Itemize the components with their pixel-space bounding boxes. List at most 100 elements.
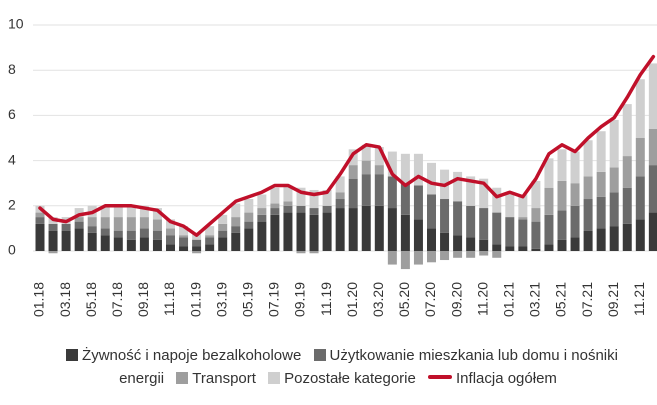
bar-segment bbox=[479, 178, 489, 209]
bar-segment bbox=[648, 212, 657, 251]
bar-segment bbox=[622, 223, 632, 251]
bar-segment bbox=[570, 183, 580, 206]
x-tick-label: 03.20 bbox=[370, 282, 386, 317]
bar-segment bbox=[361, 174, 371, 206]
bar-segment bbox=[179, 246, 189, 251]
bar-segment bbox=[48, 251, 58, 254]
bar-segment bbox=[492, 187, 502, 213]
x-tick-label: 09.21 bbox=[605, 282, 621, 317]
bar-segment bbox=[139, 237, 149, 251]
bar-segment bbox=[453, 235, 463, 251]
bar-segment bbox=[609, 119, 619, 168]
bar-segment bbox=[152, 230, 162, 240]
bar-segment bbox=[479, 251, 489, 256]
bar-segment bbox=[479, 239, 489, 251]
bar-segment bbox=[100, 217, 110, 229]
bar-segment bbox=[374, 205, 384, 251]
bar-segment bbox=[74, 221, 84, 229]
bar-segment bbox=[113, 217, 123, 231]
y-tick-label: 10 bbox=[8, 16, 24, 32]
bar-segment bbox=[596, 196, 606, 229]
bar-segment bbox=[231, 203, 241, 218]
bar-segment bbox=[283, 185, 293, 202]
bar-segment bbox=[635, 219, 645, 251]
bar-segment bbox=[400, 214, 410, 251]
x-tick-label: 05.20 bbox=[396, 282, 412, 317]
bar-segment bbox=[205, 226, 215, 236]
legend-item: Pozostałe kategorie bbox=[268, 370, 416, 387]
y-tick-label: 8 bbox=[8, 61, 16, 77]
bar-segment bbox=[61, 230, 71, 251]
bar-segment bbox=[609, 192, 619, 227]
bar-segment bbox=[348, 178, 358, 209]
bar-segment bbox=[387, 151, 397, 177]
bar-segment bbox=[648, 165, 657, 213]
bar-segment bbox=[335, 208, 345, 251]
bar-segment bbox=[257, 194, 267, 209]
legend-swatch bbox=[66, 349, 79, 361]
legend: Żywność i napoje bezalkoholowe Użytkowan… bbox=[40, 344, 640, 390]
bar-segment bbox=[113, 205, 123, 218]
bar-segment bbox=[387, 176, 397, 209]
bar-segment bbox=[544, 187, 554, 215]
bar-segment bbox=[152, 239, 162, 251]
y-tick-label: 4 bbox=[8, 151, 16, 167]
bar-segment bbox=[166, 228, 175, 236]
bar-segment bbox=[374, 147, 384, 166]
bar-segment bbox=[205, 235, 215, 238]
legend-label: Inflacja ogółem bbox=[456, 370, 557, 387]
bar-segment bbox=[74, 208, 84, 218]
bar-segment bbox=[192, 251, 202, 254]
legend-swatch bbox=[268, 372, 281, 384]
bar-segment bbox=[218, 223, 228, 231]
bar-segment bbox=[87, 217, 97, 227]
bar-segment bbox=[179, 237, 189, 247]
bar-segment bbox=[505, 246, 515, 251]
bar-segment bbox=[322, 189, 332, 206]
bar-segment bbox=[427, 228, 436, 251]
bar-segment bbox=[622, 104, 632, 157]
bar-segment bbox=[427, 162, 436, 195]
legend-swatch bbox=[313, 349, 326, 361]
legend-label: Żywność i napoje bezalkoholowe bbox=[82, 347, 302, 364]
bar-segment bbox=[544, 214, 554, 245]
bar-segment bbox=[35, 223, 45, 251]
bar-segment bbox=[400, 251, 410, 270]
bar-segment bbox=[570, 205, 580, 238]
bar-segment bbox=[374, 174, 384, 206]
legend-item: Użytkowanie mieszkania lub domu i nośnik… bbox=[119, 347, 618, 387]
legend-swatch bbox=[428, 375, 453, 379]
bar-segment bbox=[400, 183, 410, 215]
bar-segment bbox=[87, 232, 97, 251]
x-tick-label: 03.21 bbox=[527, 282, 543, 317]
bar-segment bbox=[570, 237, 580, 251]
bar-segment bbox=[126, 230, 136, 240]
bar-segment bbox=[296, 187, 306, 206]
x-tick-label: 03.19 bbox=[213, 282, 229, 317]
x-tick-label: 11.21 bbox=[631, 282, 647, 316]
bar-segment bbox=[492, 212, 502, 245]
bar-segment bbox=[126, 217, 136, 231]
bar-segment bbox=[348, 149, 358, 166]
x-tick-label: 09.19 bbox=[292, 282, 308, 317]
legend-label: Transport bbox=[192, 370, 256, 387]
bar-segment bbox=[35, 212, 45, 218]
bar-segment bbox=[100, 228, 110, 236]
bar-segment bbox=[648, 128, 657, 166]
bar-segment bbox=[335, 192, 345, 200]
bar-segment bbox=[283, 212, 293, 251]
bar-segment bbox=[166, 244, 175, 251]
bar-segment bbox=[622, 187, 632, 224]
x-tick-label: 03.18 bbox=[57, 282, 73, 317]
bar-segment bbox=[309, 189, 319, 209]
x-tick-label: 11.18 bbox=[161, 282, 177, 316]
x-tick-label: 11.20 bbox=[474, 282, 490, 316]
bar-segment bbox=[126, 205, 136, 218]
bar-segment bbox=[518, 217, 528, 220]
bar-segment bbox=[296, 251, 306, 254]
bar-segment bbox=[152, 208, 162, 220]
legend-label: Pozostałe kategorie bbox=[284, 370, 416, 387]
bar-segment bbox=[335, 199, 345, 209]
x-tick-label: 07.18 bbox=[109, 282, 125, 317]
